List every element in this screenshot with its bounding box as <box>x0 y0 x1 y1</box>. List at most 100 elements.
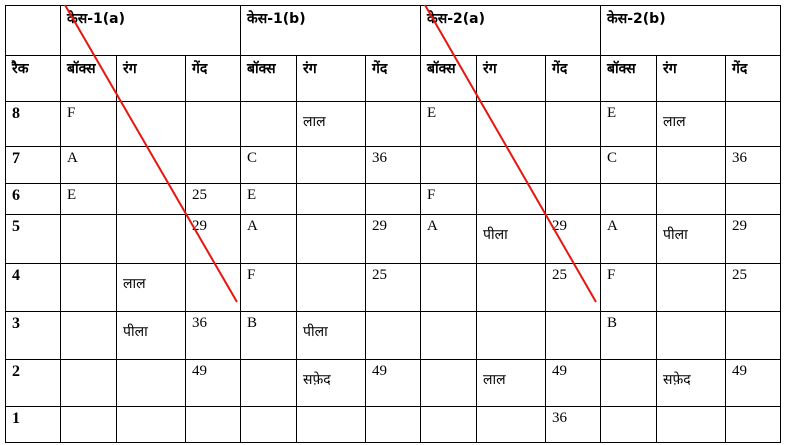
ball-cell <box>185 146 241 184</box>
ball-cell: 25 <box>725 263 782 312</box>
table-row: 8 F लाल E E लाल <box>5 101 782 147</box>
ball-cell: 49 <box>725 359 782 407</box>
table-row: 5 29 A 29 A पीला 29 A पीला 29 <box>5 214 782 264</box>
color-header: रंग <box>116 55 186 102</box>
box-cell: E <box>600 101 658 147</box>
color-cell <box>656 406 727 443</box>
color-cell: पीला <box>656 214 727 264</box>
ball-cell <box>725 183 782 215</box>
color-header: रंग <box>656 55 727 102</box>
box-header: बॉक्स <box>600 55 658 102</box>
color-cell: लाल <box>296 101 366 147</box>
color-cell <box>296 263 366 312</box>
box-cell <box>420 263 478 312</box>
case-header-row: केस-1(a) केस-1(b) केस-2(a) केस-2(b) <box>5 5 782 56</box>
box-cell <box>240 406 297 443</box>
ball-cell: 29 <box>725 214 782 264</box>
box-cell: B <box>600 311 658 360</box>
color-cell <box>656 263 727 312</box>
color-cell <box>296 214 366 264</box>
color-cell <box>116 359 186 407</box>
box-cell: A <box>420 214 478 264</box>
table-row: 2 49 सफ़ेद 49 लाल 49 सफ़ेद 49 <box>5 359 782 407</box>
ball-cell <box>364 183 422 215</box>
ball-cell <box>185 101 241 147</box>
color-cell <box>476 183 547 215</box>
box-cell <box>240 101 297 147</box>
case-header: केस-1(b) <box>239 5 422 56</box>
color-cell: सफ़ेद <box>656 359 727 407</box>
box-cell: C <box>240 146 297 184</box>
case-header: केस-1(a) <box>60 5 241 56</box>
box-header: बॉक्स <box>420 55 478 102</box>
box-cell: E <box>420 101 478 147</box>
box-cell <box>600 406 658 443</box>
color-cell <box>476 263 547 312</box>
box-header: बॉक्स <box>240 55 297 102</box>
color-cell: पीला <box>476 214 547 264</box>
ball-header: गेंद <box>725 55 782 102</box>
rack-number: 1 <box>5 406 61 443</box>
corner-cell <box>5 5 61 56</box>
box-cell <box>60 263 117 312</box>
box-cell: E <box>240 183 297 215</box>
color-cell <box>296 406 366 443</box>
color-cell <box>296 183 366 215</box>
ball-cell <box>545 311 602 360</box>
ball-header: गेंद <box>185 55 241 102</box>
color-cell: पीला <box>116 311 186 360</box>
rack-number: 3 <box>5 311 61 360</box>
color-cell: सफ़ेद <box>296 359 366 407</box>
box-cell: B <box>240 311 297 360</box>
box-cell <box>60 359 117 407</box>
rack-number: 5 <box>5 214 61 264</box>
box-cell <box>60 406 117 443</box>
box-cell: C <box>600 146 658 184</box>
box-cell: E <box>60 183 117 215</box>
ball-cell <box>545 101 602 147</box>
color-cell <box>116 101 186 147</box>
box-cell: A <box>600 214 658 264</box>
box-cell <box>420 359 478 407</box>
table-row: 3 पीला 36 B पीला B <box>5 311 782 360</box>
ball-cell: 36 <box>364 146 422 184</box>
ball-cell <box>545 146 602 184</box>
ball-cell <box>364 406 422 443</box>
color-header: रंग <box>296 55 366 102</box>
ball-cell <box>725 311 782 360</box>
rack-number: 7 <box>5 146 61 184</box>
box-cell <box>420 146 478 184</box>
case-header: केस-2(b) <box>600 5 782 56</box>
box-cell <box>420 311 478 360</box>
box-cell <box>60 311 117 360</box>
ball-cell <box>725 406 782 443</box>
color-cell <box>476 311 547 360</box>
ball-cell: 36 <box>545 406 602 443</box>
color-cell <box>476 146 547 184</box>
color-cell <box>296 146 366 184</box>
ball-header: गेंद <box>364 55 422 102</box>
box-cell: A <box>240 214 297 264</box>
color-cell <box>656 311 727 360</box>
ball-cell: 25 <box>185 183 241 215</box>
case-header: केस-2(a) <box>420 5 602 56</box>
color-cell: लाल <box>476 359 547 407</box>
color-cell <box>116 406 186 443</box>
ball-cell: 36 <box>725 146 782 184</box>
color-cell <box>656 146 727 184</box>
ball-cell: 29 <box>545 214 602 264</box>
ball-cell: 49 <box>185 359 241 407</box>
color-cell: लाल <box>656 101 727 147</box>
box-cell: F <box>600 263 658 312</box>
ball-cell <box>364 311 422 360</box>
ball-cell <box>364 101 422 147</box>
color-cell <box>476 406 547 443</box>
box-cell <box>60 214 117 264</box>
box-cell <box>240 359 297 407</box>
color-header: रंग <box>476 55 547 102</box>
color-cell <box>116 183 186 215</box>
ball-header: गेंद <box>545 55 602 102</box>
ball-cell: 25 <box>364 263 422 312</box>
color-cell <box>476 101 547 147</box>
ball-cell: 29 <box>185 214 241 264</box>
